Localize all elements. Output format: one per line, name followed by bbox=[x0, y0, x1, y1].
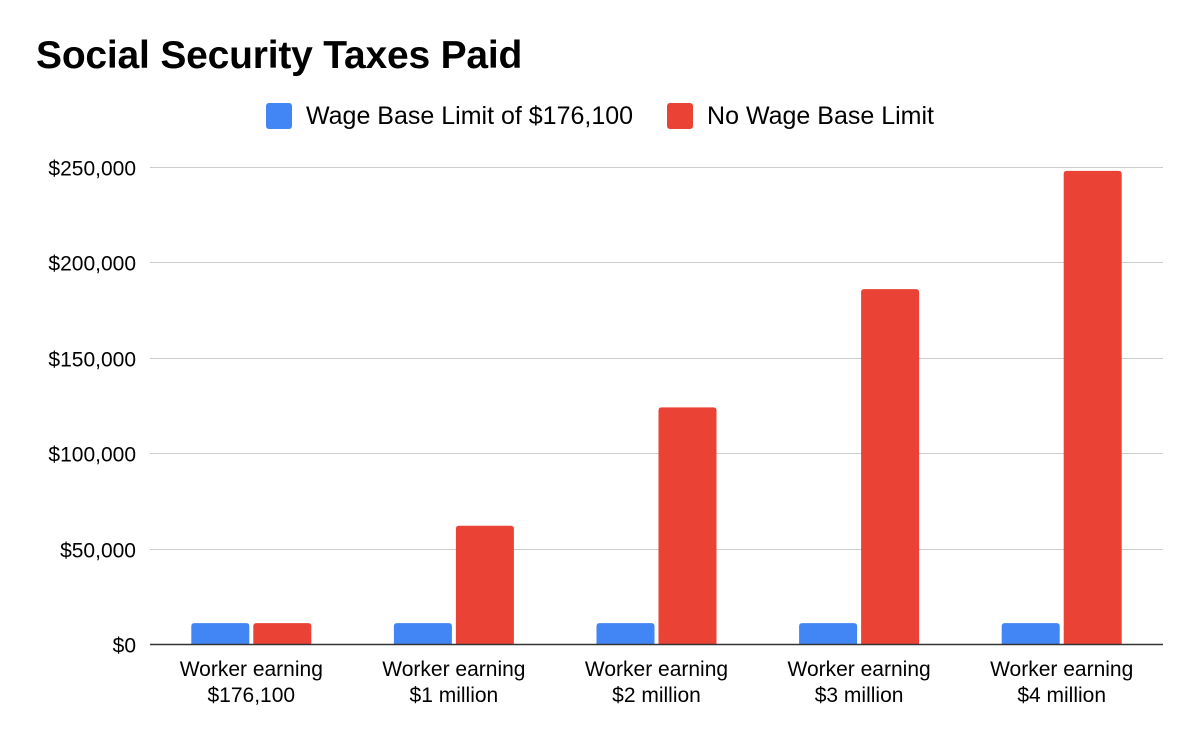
chart-legend: Wage Base Limit of $176,100 No Wage Base… bbox=[0, 98, 1200, 134]
legend-swatch-wage-base-limit bbox=[265, 103, 292, 129]
bar-wage-base-limit bbox=[596, 623, 655, 644]
legend-swatch-no-wage-base-limit bbox=[667, 103, 694, 129]
gridlines bbox=[150, 167, 1163, 550]
x-tick-label: Worker earning bbox=[788, 658, 931, 681]
bar-wage-base-limit bbox=[799, 623, 858, 644]
y-tick-label: $100,000 bbox=[48, 444, 136, 467]
y-tick-label: $250,000 bbox=[48, 158, 136, 181]
bar-no-wage-base-limit bbox=[861, 289, 920, 644]
x-tick-label: Worker earning bbox=[180, 658, 323, 681]
y-tick-label: $0 bbox=[113, 635, 136, 658]
legend-item-wage-base-limit: Wage Base Limit of $176,100 bbox=[265, 101, 634, 131]
x-tick-label: $176,100 bbox=[208, 684, 296, 707]
axes: $0 $50,000 $100,000 $150,000 $200,000 $250,00… bbox=[48, 158, 1163, 707]
bar-no-wage-base-limit bbox=[658, 407, 717, 644]
x-tick-label: $4 million bbox=[1017, 684, 1106, 707]
x-tick-label: Worker earning bbox=[990, 658, 1133, 681]
chart-title: Social Security Taxes Paid bbox=[36, 34, 523, 77]
legend-label-wage-base-limit: Wage Base Limit of $176,100 bbox=[305, 101, 634, 130]
x-tick-label: Worker earning bbox=[585, 658, 728, 681]
x-tick-label: $3 million bbox=[815, 684, 904, 707]
bar-no-wage-base-limit bbox=[455, 525, 514, 644]
legend-item-no-wage-base-limit: No Wage Base Limit bbox=[667, 102, 934, 131]
legend-label-no-wage-base-limit: No Wage Base Limit bbox=[707, 101, 934, 130]
bar-wage-base-limit bbox=[191, 623, 250, 644]
y-tick-label: $50,000 bbox=[60, 540, 136, 563]
y-tick-label: $150,000 bbox=[48, 349, 136, 372]
bar-no-wage-base-limit bbox=[253, 623, 312, 644]
bar-wage-base-limit bbox=[1001, 623, 1060, 644]
bar-wage-base-limit bbox=[393, 623, 452, 644]
x-tick-label: $2 million bbox=[612, 684, 701, 707]
x-tick-label: Worker earning bbox=[382, 658, 525, 681]
x-tick-label: $1 million bbox=[410, 684, 499, 707]
y-tick-label: $200,000 bbox=[48, 253, 136, 276]
bars bbox=[191, 170, 1122, 645]
bar-no-wage-base-limit bbox=[1063, 170, 1122, 645]
